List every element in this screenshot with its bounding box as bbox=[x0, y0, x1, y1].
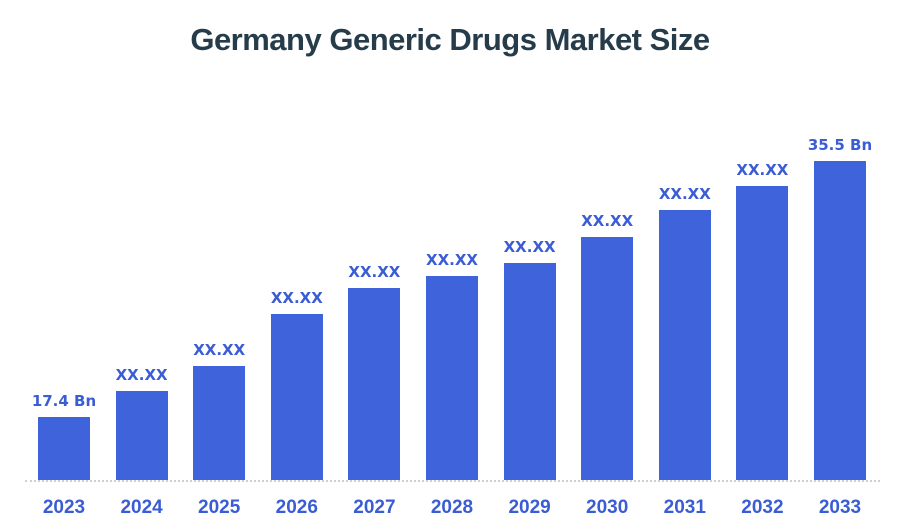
bar-value-label: 35.5 Bn bbox=[807, 136, 873, 154]
bar-2024 bbox=[115, 391, 168, 480]
x-tick-label: 2025 bbox=[198, 497, 241, 518]
x-tick-label: 2033 bbox=[818, 497, 862, 518]
bar-2032 bbox=[736, 186, 789, 480]
bar-2028 bbox=[425, 276, 478, 480]
bar-group-2033: 35.5 Bn 2033 bbox=[801, 0, 879, 525]
bar-value-label: XX.XX bbox=[348, 263, 401, 281]
bar-group-2031: XX.XX 2031 bbox=[646, 0, 724, 525]
x-tick-label: 2030 bbox=[586, 497, 629, 518]
bar-2030 bbox=[581, 237, 634, 480]
chart-title: Germany Generic Drugs Market Size bbox=[190, 22, 710, 57]
bar-2033 bbox=[813, 161, 866, 480]
bar-2026 bbox=[270, 314, 323, 480]
bar-group-2032: XX.XX 2032 bbox=[724, 0, 802, 525]
bar-group-2024: XX.XX 2024 bbox=[103, 0, 181, 525]
x-tick-label: 2031 bbox=[663, 497, 706, 518]
bar-value-label: XX.XX bbox=[736, 161, 789, 179]
x-tick-label: 2024 bbox=[120, 497, 163, 518]
bar-group-2025: XX.XX 2025 bbox=[180, 0, 258, 525]
bar-2029 bbox=[503, 263, 556, 480]
bar-value-label: XX.XX bbox=[503, 238, 556, 256]
bar-2027 bbox=[348, 288, 401, 480]
bar-group-2028: XX.XX 2028 bbox=[413, 0, 491, 525]
bar-2025 bbox=[193, 366, 246, 480]
bar-value-label: XX.XX bbox=[270, 289, 323, 307]
x-tick-label: 2029 bbox=[508, 497, 551, 518]
x-tick-label: 2028 bbox=[430, 497, 474, 518]
bar-value-label: XX.XX bbox=[581, 212, 634, 230]
bar-group-2023: 17.4 Bn 2023 bbox=[25, 0, 103, 525]
bar-value-label: XX.XX bbox=[658, 185, 711, 203]
bar-group-2027: XX.XX 2027 bbox=[336, 0, 414, 525]
bar-group-2026: XX.XX 2026 bbox=[258, 0, 336, 525]
bar-group-2029: XX.XX 2029 bbox=[491, 0, 569, 525]
bar-value-label: XX.XX bbox=[115, 366, 168, 384]
bar-group-2030: XX.XX 2030 bbox=[568, 0, 646, 525]
x-tick-label: 2027 bbox=[353, 497, 396, 518]
x-tick-label: 2032 bbox=[741, 497, 784, 518]
bar-2031 bbox=[658, 210, 711, 480]
bar-value-label: XX.XX bbox=[426, 251, 478, 269]
bar-value-label: 17.4 Bn bbox=[31, 392, 97, 410]
bar-2023 bbox=[37, 417, 90, 480]
bar-value-label: XX.XX bbox=[193, 341, 246, 359]
x-axis-line bbox=[25, 480, 880, 482]
x-tick-label: 2026 bbox=[275, 497, 318, 518]
x-tick-label: 2023 bbox=[42, 497, 86, 518]
